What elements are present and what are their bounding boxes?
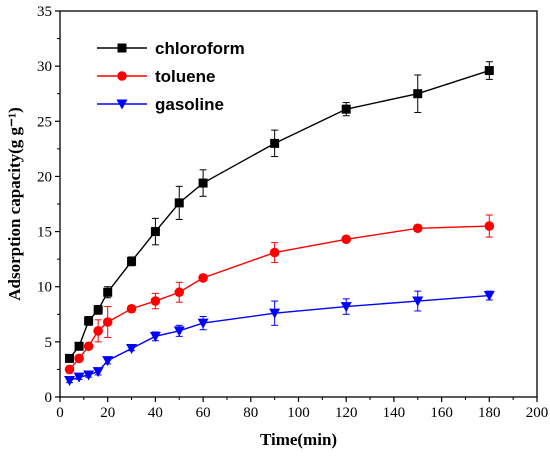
data-point: [126, 303, 137, 314]
data-point: [102, 356, 114, 367]
y-tick-label: 5: [45, 335, 53, 351]
y-tick-label: 25: [37, 114, 52, 130]
data-point: [83, 341, 94, 352]
data-point: [93, 305, 103, 315]
series-toluene: [64, 214, 495, 375]
series-gasoline: [64, 290, 495, 386]
data-point: [412, 296, 424, 307]
data-point: [74, 341, 84, 351]
x-tick-label: 0: [56, 405, 64, 421]
data-point: [74, 353, 84, 364]
series-chloroform: [65, 61, 494, 363]
data-point: [126, 343, 138, 354]
legend-item-chloroform: chloroform: [97, 39, 245, 58]
axes: 0 20 40 60 80 100 120 140 160 180 200 0 5 10 15 20 25 30 3…: [37, 4, 548, 421]
x-tick-label: 180: [478, 405, 501, 421]
data-point: [269, 247, 280, 258]
y-tick-label: 20: [37, 169, 52, 185]
y-tick-label: 30: [37, 59, 52, 75]
data-point: [84, 316, 94, 326]
data-point: [197, 318, 209, 329]
data-point: [484, 221, 495, 231]
data-point: [64, 364, 75, 375]
data-point: [173, 326, 185, 337]
y-axis-title: Adsorption capacity(g g⁻¹): [5, 107, 24, 301]
x-tick-label: 160: [430, 405, 453, 421]
y-tick-label: 0: [45, 390, 53, 406]
x-tick-label: 60: [196, 405, 211, 421]
data-point: [198, 273, 208, 283]
data-point: [413, 89, 423, 99]
data-point: [73, 372, 85, 383]
data-point: [412, 223, 423, 234]
legend-label: chloroform: [155, 39, 245, 58]
legend-label: toluene: [155, 67, 215, 86]
legend-marker: [116, 99, 128, 110]
x-tick-label: 80: [243, 405, 258, 421]
data-point: [269, 308, 281, 319]
legend-marker: [117, 71, 127, 81]
x-tick-label: 40: [148, 405, 163, 421]
data-point: [341, 104, 351, 114]
legend-marker: [117, 43, 127, 53]
data-point: [341, 234, 352, 245]
y-tick-label: 10: [37, 280, 52, 296]
data-point: [174, 287, 185, 298]
data-point: [92, 367, 104, 378]
data-point: [127, 256, 137, 266]
data-point: [65, 353, 75, 363]
x-tick-label: 100: [287, 405, 310, 421]
data-point: [83, 370, 95, 381]
x-tick-label: 140: [383, 405, 406, 421]
series-line: [68, 69, 490, 359]
data-point: [198, 178, 208, 188]
data-point: [149, 331, 161, 342]
plot-area: [64, 61, 495, 386]
x-tick-label: 20: [100, 405, 115, 421]
plot-frame: [59, 10, 538, 398]
legend-item-toluene: toluene: [97, 67, 215, 86]
x-tick-label: 200: [526, 405, 549, 421]
data-point: [150, 296, 161, 306]
data-point: [93, 326, 103, 336]
x-tick-label: 120: [335, 405, 358, 421]
y-tick-label: 35: [37, 4, 52, 20]
data-point: [270, 138, 280, 148]
legend: chloroform toluene gasoline: [97, 39, 245, 114]
data-point: [340, 302, 352, 313]
data-point: [64, 375, 76, 386]
data-point: [483, 291, 495, 302]
data-point: [174, 198, 184, 208]
legend-item-gasoline: gasoline: [97, 95, 224, 114]
data-point: [102, 317, 113, 327]
y-tick-label: 15: [37, 225, 52, 241]
x-axis-title: Time(min): [260, 430, 337, 449]
data-point: [103, 287, 113, 297]
legend-label: gasoline: [155, 95, 224, 114]
data-point: [150, 227, 160, 237]
data-point: [484, 66, 494, 76]
